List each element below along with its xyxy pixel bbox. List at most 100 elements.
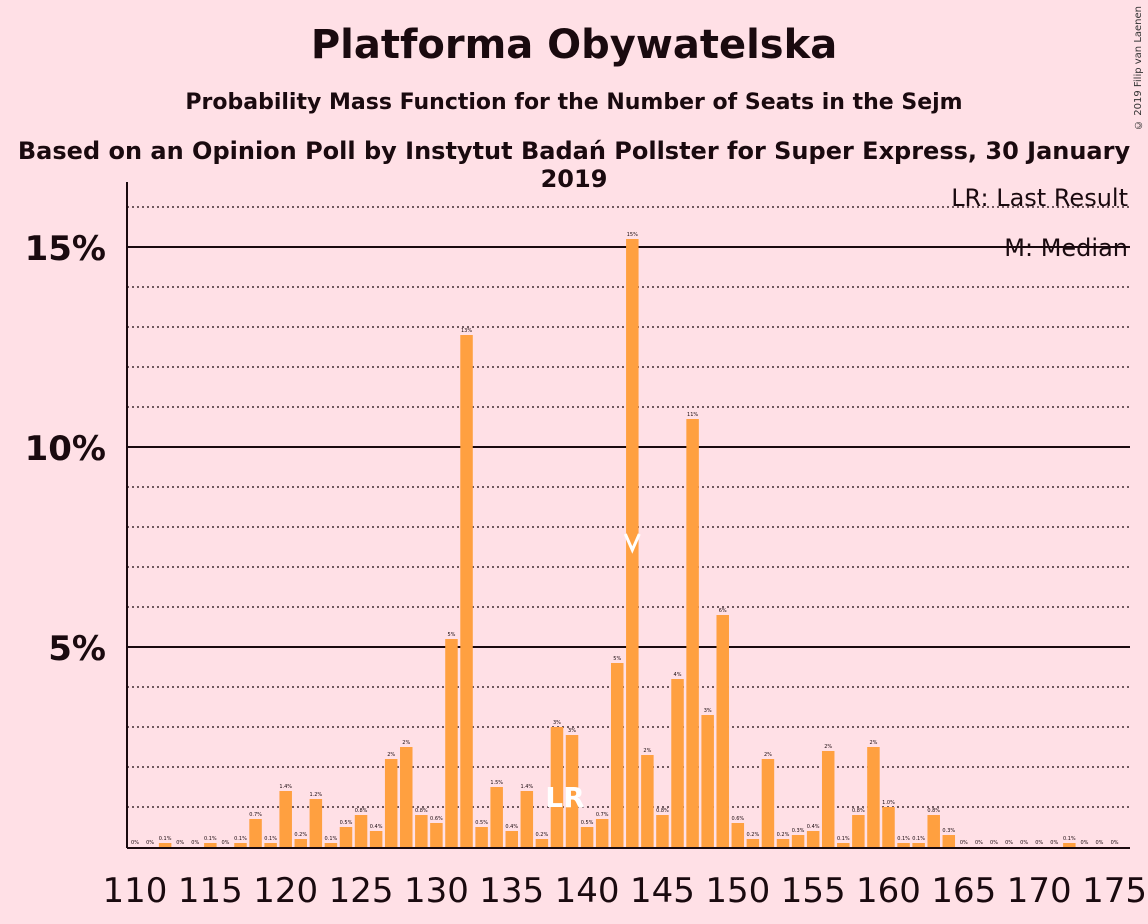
y-tick-label: 15% [25, 229, 106, 269]
bar-seat-121 [294, 839, 308, 847]
bar-seat-161 [897, 843, 910, 847]
bar-data-label: 2% [387, 752, 395, 758]
bar-seat-122 [309, 799, 323, 847]
bar-data-label: 0.1% [912, 836, 925, 842]
bar-data-label: 0.1% [1063, 836, 1076, 842]
bar-data-label: 0% [975, 840, 983, 846]
bar-seat-120 [279, 791, 292, 847]
bar-data-label: 0.2% [536, 832, 549, 838]
bar-seat-127 [384, 759, 398, 847]
bar-seat-132 [460, 335, 473, 847]
bar-data-label: 0.2% [294, 832, 307, 838]
bar-data-label: 0% [990, 840, 998, 846]
bar-data-label: 0.2% [747, 832, 760, 838]
x-tick-label: 145 [630, 871, 695, 911]
bar-data-label: 11% [687, 412, 698, 418]
bar-seat-131 [445, 639, 458, 847]
bar-seat-155 [806, 831, 820, 847]
bar-seat-115 [204, 843, 217, 847]
bar-data-label: 0.8% [355, 808, 368, 814]
x-tick-label: 135 [479, 871, 544, 911]
bar-seat-124 [339, 827, 353, 847]
bar-data-label: 3% [553, 720, 561, 726]
bar-data-label: 0% [1080, 840, 1088, 846]
bar-data-label: 0% [131, 840, 139, 846]
bar-seat-129 [415, 815, 428, 847]
bar-seat-117 [234, 843, 247, 847]
x-tick-label: 170 [1007, 871, 1072, 911]
bar-data-label: 2% [643, 748, 651, 754]
chart-title: Platforma Obywatelska [310, 22, 838, 68]
bar-data-label: 0.4% [807, 824, 820, 830]
x-tick-label: 120 [253, 871, 318, 911]
bar-seat-149 [716, 615, 729, 847]
bar-data-label: 0.8% [415, 808, 428, 814]
bar-seat-157 [837, 843, 850, 847]
bar-data-label: 0.8% [852, 808, 865, 814]
bar-data-label: 0.5% [475, 820, 488, 826]
bar-seat-148 [701, 715, 714, 847]
bar-data-label: 0.1% [234, 836, 247, 842]
bar-seat-160 [882, 807, 895, 847]
bar-data-label: 2% [869, 740, 877, 746]
bar-data-label: 6% [719, 608, 727, 614]
bar-seat-143 [626, 239, 639, 847]
last-result-marker: LR [545, 781, 584, 814]
bar-data-label: 0.3% [942, 828, 955, 834]
bar-seat-144 [641, 755, 654, 847]
x-tick-label: 110 [103, 871, 168, 911]
bar-seat-135 [505, 831, 518, 847]
bar-seat-136 [520, 791, 534, 847]
bar-data-label: 0.1% [325, 836, 338, 842]
bar-seat-125 [354, 815, 368, 847]
bar-data-label: 5% [613, 656, 621, 662]
bar-data-label: 5% [448, 632, 456, 638]
x-tick-label: 160 [856, 871, 921, 911]
bar-seat-159 [867, 747, 880, 847]
x-tick-label: 175 [1082, 871, 1147, 911]
bar-data-label: 0.7% [596, 812, 609, 818]
bar-seat-141 [595, 819, 609, 847]
bar-seat-145 [656, 815, 669, 847]
bar-data-label: 0.1% [264, 836, 277, 842]
bar-seat-134 [490, 787, 503, 847]
bar-data-label: 0.1% [159, 836, 172, 842]
bar-data-label: 0% [1035, 840, 1043, 846]
bar-data-label: 2% [402, 740, 410, 746]
bar-seat-137 [535, 839, 549, 847]
chart-subtitle: Probability Mass Function for the Number… [185, 90, 963, 115]
bar-data-label: 1.4% [520, 784, 533, 790]
bar-data-label: 3% [568, 728, 576, 734]
bar-data-label: 0.6% [430, 816, 443, 822]
bar-data-label: 0% [1050, 840, 1058, 846]
bar-seat-142 [610, 663, 624, 847]
bar-seat-123 [324, 843, 338, 847]
bar-data-label: 0% [1020, 840, 1028, 846]
y-tick-label: 5% [48, 629, 106, 669]
x-tick-label: 155 [781, 871, 846, 911]
legend-last-result: LR: Last Result [951, 184, 1128, 212]
bar-data-label: 1.0% [882, 800, 895, 806]
bar-seat-164 [942, 835, 956, 847]
x-tick-label: 140 [555, 871, 620, 911]
chart-source-subtitle: Based on an Opinion Poll by Instytut Bad… [17, 137, 1131, 193]
bar-seat-128 [400, 747, 413, 847]
bar-data-label: 0.8% [656, 808, 669, 814]
bar-data-label: 0% [960, 840, 968, 846]
bar-data-label: 0.5% [581, 820, 594, 826]
bar-data-label: 0.4% [505, 824, 518, 830]
bar-seat-162 [912, 843, 925, 847]
x-tick-label: 125 [329, 871, 394, 911]
x-tick-label: 115 [178, 871, 243, 911]
bar-seat-139 [565, 735, 579, 847]
bar-data-label: 15% [627, 232, 638, 238]
bar-data-label: 1.2% [309, 792, 322, 798]
bar-data-label: 0.1% [204, 836, 217, 842]
bar-data-label: 0% [146, 840, 154, 846]
bar-data-label: 0.3% [792, 828, 805, 834]
median-marker [623, 533, 641, 554]
bar-data-label: 0% [176, 840, 184, 846]
x-tick-label: 150 [705, 871, 770, 911]
bar-data-label: 13% [461, 328, 472, 334]
